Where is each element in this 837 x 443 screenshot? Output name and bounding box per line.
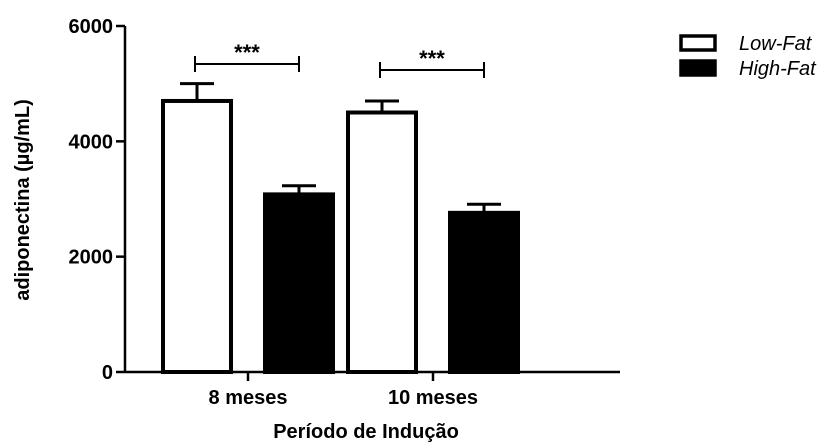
legend-swatch bbox=[679, 34, 717, 52]
legend: Low-Fat High-Fat bbox=[679, 33, 817, 80]
y-tick-label: 0 bbox=[102, 362, 113, 384]
significance-label: *** bbox=[419, 46, 445, 71]
y-tick-label: 2000 bbox=[69, 247, 114, 269]
error-bars bbox=[180, 82, 501, 213]
x-axis-title: Período de Indução bbox=[273, 421, 459, 443]
y-tick-label: 6000 bbox=[69, 16, 114, 38]
y-tick-label: 4000 bbox=[69, 131, 114, 153]
bar bbox=[161, 98, 233, 374]
bar bbox=[346, 110, 418, 374]
bar bbox=[263, 192, 335, 374]
bar bbox=[448, 210, 520, 374]
legend-swatch bbox=[679, 59, 717, 77]
significance-annotations: *** *** bbox=[194, 40, 485, 78]
legend-label: High-Fat bbox=[739, 58, 817, 80]
axes: 0 2000 4000 6000 8 meses 10 meses bbox=[69, 16, 620, 409]
bars bbox=[161, 98, 520, 374]
legend-label: Low-Fat bbox=[739, 33, 813, 55]
x-tick-label: 10 meses bbox=[388, 387, 478, 409]
significance-label: *** bbox=[234, 40, 260, 65]
y-axis-title: adiponectina (µg/mL) bbox=[12, 99, 34, 301]
x-tick-label: 8 meses bbox=[209, 387, 288, 409]
